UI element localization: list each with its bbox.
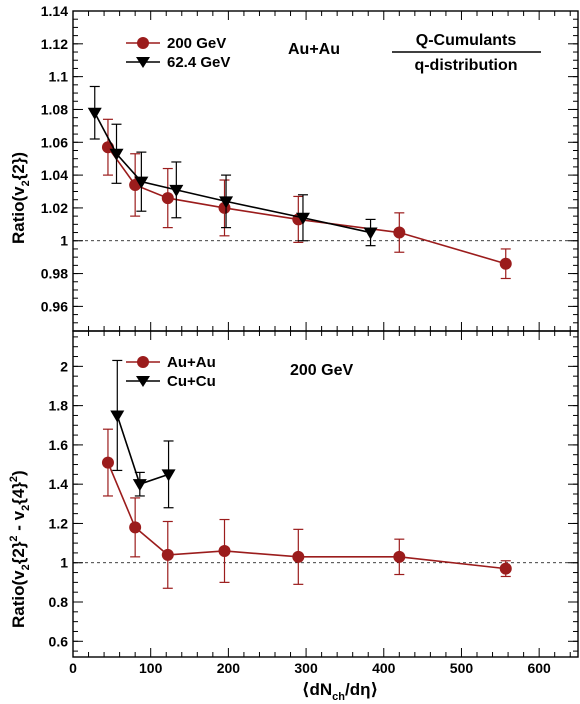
x-axis: 0 100 200 300 400 500 600 <box>69 660 551 676</box>
legend-label-auau: Au+Au <box>167 354 216 371</box>
x-axis-title: ⟨dNch/dη⟩ <box>302 680 379 703</box>
data-point-au-au <box>161 548 174 561</box>
bottom-y-tick-label: 0.6 <box>49 633 69 649</box>
data-point-cu-cu <box>161 469 176 482</box>
top-y-tick-label: 1 <box>60 233 68 249</box>
series-line-62-4-gev <box>94 112 371 234</box>
system-annotation: Au+Au <box>288 41 340 58</box>
data-point-au-au <box>129 521 142 534</box>
x-tick-label: 400 <box>372 660 396 676</box>
bottom-y-tick-label: 1 <box>60 555 68 571</box>
data-point-62-4-gev <box>219 196 234 209</box>
data-point-62-4-gev <box>134 176 149 189</box>
top-y-tick-label: 1.06 <box>41 134 68 150</box>
bottom-y-tick-label: 2 <box>60 358 68 374</box>
bottom-panel-frame <box>72 330 579 658</box>
x-tick-label: 200 <box>217 660 241 676</box>
data-point-au-au <box>101 456 114 469</box>
data-point-62-4-gev <box>295 212 310 225</box>
bottom-panel-data <box>101 359 512 589</box>
legend-marker-62gev <box>136 57 150 68</box>
data-point-au-au <box>292 550 305 563</box>
bottom-y-tick-label: 1.8 <box>49 398 69 414</box>
x-tick-label: 600 <box>527 660 551 676</box>
legend-label-200gev: 200 GeV <box>167 35 226 52</box>
bottom-y-axis: 0.6 0.8 1 1.2 1.4 1.6 1.8 2 <box>49 331 578 657</box>
data-point-62-4-gev <box>87 107 102 120</box>
legend-label-cucu: Cu+Cu <box>167 373 216 390</box>
x-tick-label: 300 <box>294 660 318 676</box>
top-y-tick-label: 1.14 <box>41 3 68 19</box>
top-y-tick-label: 0.96 <box>41 298 68 314</box>
x-tick-label: 0 <box>69 660 77 676</box>
bottom-y-tick-label: 1.4 <box>49 476 69 492</box>
top-y-axis: 0.96 0.98 1 1.02 1.04 1.06 1.08 1.1 1.12 1.14 <box>41 3 578 332</box>
energy-annotation: 200 GeV <box>290 362 353 379</box>
top-y-tick-label: 1.04 <box>41 167 68 183</box>
data-point-62-4-gev <box>363 227 378 240</box>
top-y-tick-label: 1.02 <box>41 200 68 216</box>
top-legend: 200 GeV 62.4 GeV <box>126 35 230 71</box>
x-tick-label: 500 <box>450 660 474 676</box>
legend-label-62gev: 62.4 GeV <box>167 54 230 71</box>
bottom-y-axis-title: Ratio(v2{2}2 - v2{4}2) <box>8 470 32 628</box>
legend-marker-200gev <box>137 37 149 49</box>
data-point-62-4-gev <box>169 184 184 197</box>
bottom-y-tick-label: 0.8 <box>49 594 69 610</box>
top-y-axis-title: Ratio(v2{2}) <box>9 152 32 244</box>
top-panel-data <box>87 85 512 280</box>
bottom-y-tick-label: 1.2 <box>49 515 69 531</box>
bottom-legend: Au+Au Cu+Cu <box>126 354 216 390</box>
top-y-tick-label: 0.98 <box>41 266 68 282</box>
legend-marker-cucu <box>136 376 150 387</box>
data-point-200-gev <box>499 257 512 270</box>
method-annotation-bottom: q-distribution <box>414 57 517 74</box>
data-point-200-gev <box>393 226 406 239</box>
data-point-200-gev <box>161 192 174 205</box>
method-annotation-top: Q-Cumulants <box>416 32 517 49</box>
data-point-au-au <box>499 562 512 575</box>
data-point-au-au <box>393 550 406 563</box>
bottom-y-tick-label: 1.6 <box>49 437 69 453</box>
top-y-tick-label: 1.08 <box>41 101 68 117</box>
top-y-tick-label: 1.1 <box>49 69 69 85</box>
data-point-au-au <box>218 544 231 557</box>
x-tick-label: 100 <box>139 660 163 676</box>
data-point-cu-cu <box>132 479 147 492</box>
top-y-tick-label: 1.12 <box>41 36 68 52</box>
legend-marker-auau <box>137 356 149 368</box>
data-point-cu-cu <box>110 410 125 423</box>
data-point-62-4-gev <box>109 148 124 161</box>
series-line-cu-cu <box>116 415 169 486</box>
